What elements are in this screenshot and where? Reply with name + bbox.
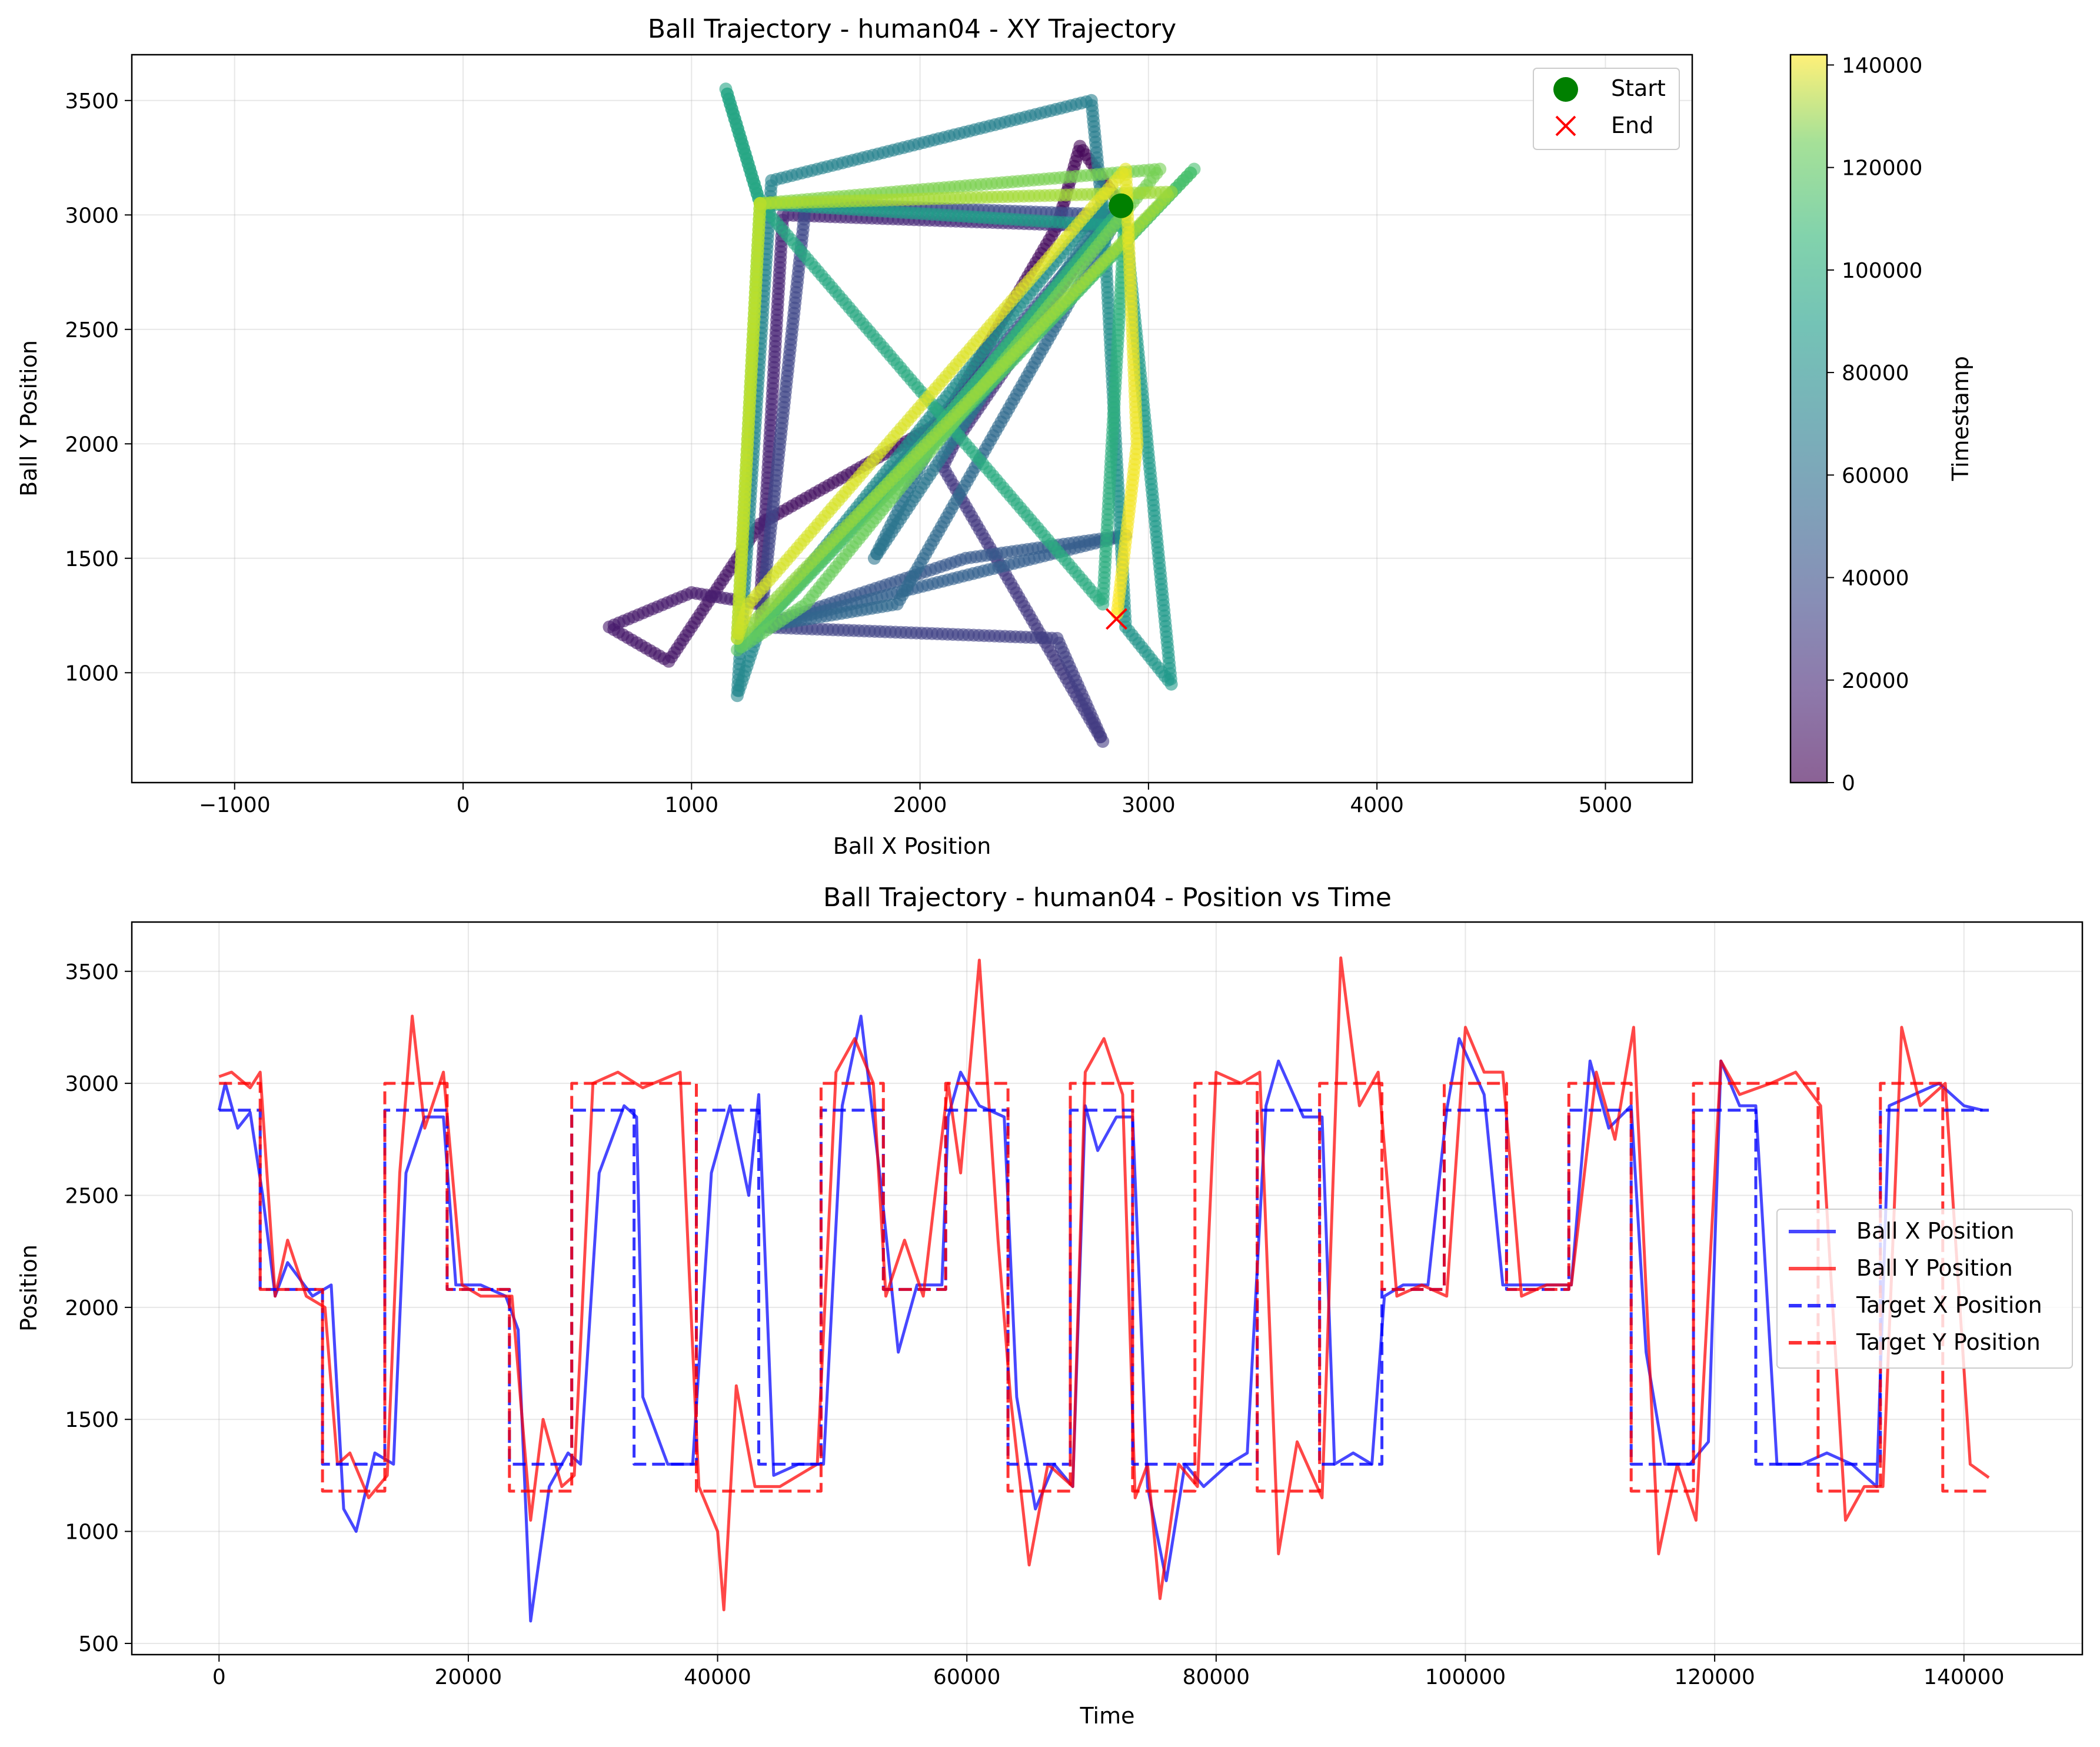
time-x-tick-label: 60000 — [933, 1665, 1001, 1689]
time-plot-frame — [131, 921, 2084, 1656]
time-y-tick-label: 1500 — [65, 1408, 119, 1432]
time-y-tick-label: 3000 — [65, 1072, 119, 1096]
timestamp-colorbar: 020000400006000080000100000120000140000 … — [1789, 54, 1973, 796]
time-x-axis-label: Time — [1080, 1703, 1135, 1729]
time-y-tick-label: 500 — [78, 1632, 119, 1656]
time-x-tick-label: 100000 — [1425, 1665, 1506, 1689]
colorbar-frame — [1789, 54, 1828, 784]
xy-x-axis-label: Ball X Position — [833, 833, 991, 859]
time-x-tick-label: 0 — [212, 1665, 226, 1689]
xy-x-tick-label: 4000 — [1350, 793, 1404, 817]
legend-start-label: Start — [1611, 75, 1666, 101]
xy-y-tick-label: 3000 — [65, 204, 119, 228]
colorbar-label: Timestamp — [1948, 356, 1973, 481]
xy-y-tick-label: 2500 — [65, 318, 119, 342]
position-vs-time-panel: Ball Trajectory - human04 - Position vs … — [16, 883, 2084, 1729]
time-chart-title: Ball Trajectory - human04 - Position vs … — [823, 883, 1392, 913]
time-y-tick-label: 1000 — [65, 1520, 119, 1545]
xy-x-tick-label: 3000 — [1121, 793, 1176, 817]
colorbar-tick-label: 60000 — [1842, 464, 1909, 488]
xy-x-tick-label: 0 — [457, 793, 470, 817]
time-x-tick-label: 80000 — [1183, 1665, 1250, 1689]
time-y-tick-label: 3500 — [65, 960, 119, 984]
xy-y-tick-label: 3500 — [65, 89, 119, 114]
time-legend[interactable]: Ball X Position Ball Y Position Target X… — [1776, 1209, 2073, 1369]
time-series-lines — [217, 956, 1990, 1623]
legend-end-label: End — [1611, 112, 1653, 138]
time-axis-ticks: 0 20000 40000 60000 80000 100000 120000 140000 5… — [65, 960, 2004, 1689]
colorbar-tick-label: 0 — [1842, 771, 1855, 796]
ball-y-line — [218, 956, 1990, 1612]
time-y-tick-label: 2000 — [65, 1296, 119, 1320]
xy-chart-title: Ball Trajectory - human04 - XY Trajector… — [648, 14, 1176, 44]
legend-ball-y-label: Ball Y Position — [1856, 1255, 2013, 1281]
colorbar-tick-label: 100000 — [1842, 259, 1922, 283]
colorbar-tick-label: 20000 — [1842, 669, 1909, 693]
xy-y-tick-label: 2000 — [65, 432, 119, 457]
colorbar-tick-label: 120000 — [1842, 157, 1922, 181]
end-marker — [1106, 608, 1127, 630]
xy-x-tick-label: −1000 — [199, 793, 271, 817]
xy-x-tick-label: 1000 — [664, 793, 718, 817]
time-legend-box — [1776, 1209, 2073, 1369]
time-x-tick-label: 40000 — [684, 1665, 751, 1689]
legend-target-x-label: Target X Position — [1856, 1292, 2042, 1318]
legend-start-marker-icon — [1553, 77, 1578, 102]
time-x-tick-label: 20000 — [435, 1665, 502, 1689]
xy-plot-frame — [131, 54, 1693, 784]
time-y-axis-label: Position — [16, 1244, 42, 1332]
xy-y-tick-label: 1000 — [65, 661, 119, 686]
xy-y-axis-label: Ball Y Position — [16, 340, 42, 497]
legend-target-y-label: Target Y Position — [1856, 1329, 2041, 1355]
legend-ball-x-label: Ball X Position — [1856, 1218, 2015, 1244]
legend-end-marker-icon — [1555, 115, 1576, 137]
colorbar-tick-label: 40000 — [1842, 567, 1909, 591]
colorbar-gradient — [1791, 55, 1827, 783]
target-y-line — [219, 1082, 1989, 1493]
colorbar-ticks: 0 20000 40000 60000 80000 100000 120000 140000 — [1827, 54, 1922, 796]
xy-x-tick-label: 2000 — [893, 793, 947, 817]
colorbar-tick-label: 80000 — [1842, 361, 1909, 385]
xy-trajectory-points — [603, 82, 1201, 748]
colorbar-tick-label: 140000 — [1842, 54, 1922, 78]
xy-x-tick-label: 5000 — [1579, 793, 1633, 817]
start-marker — [1109, 193, 1134, 218]
xy-axis-ticks: −1000 0 1000 2000 3000 4000 5000 1000 1500 2000 25… — [65, 89, 1632, 817]
time-y-tick-label: 2500 — [65, 1184, 119, 1208]
xy-trajectory-panel: Ball Trajectory - human04 - XY Trajector… — [16, 14, 1973, 859]
start-end-markers — [1106, 193, 1134, 630]
xy-y-tick-label: 1500 — [65, 547, 119, 571]
xy-legend[interactable]: Start End — [1533, 68, 1680, 150]
time-x-tick-label: 120000 — [1674, 1665, 1755, 1689]
time-x-tick-label: 140000 — [1923, 1665, 2004, 1689]
